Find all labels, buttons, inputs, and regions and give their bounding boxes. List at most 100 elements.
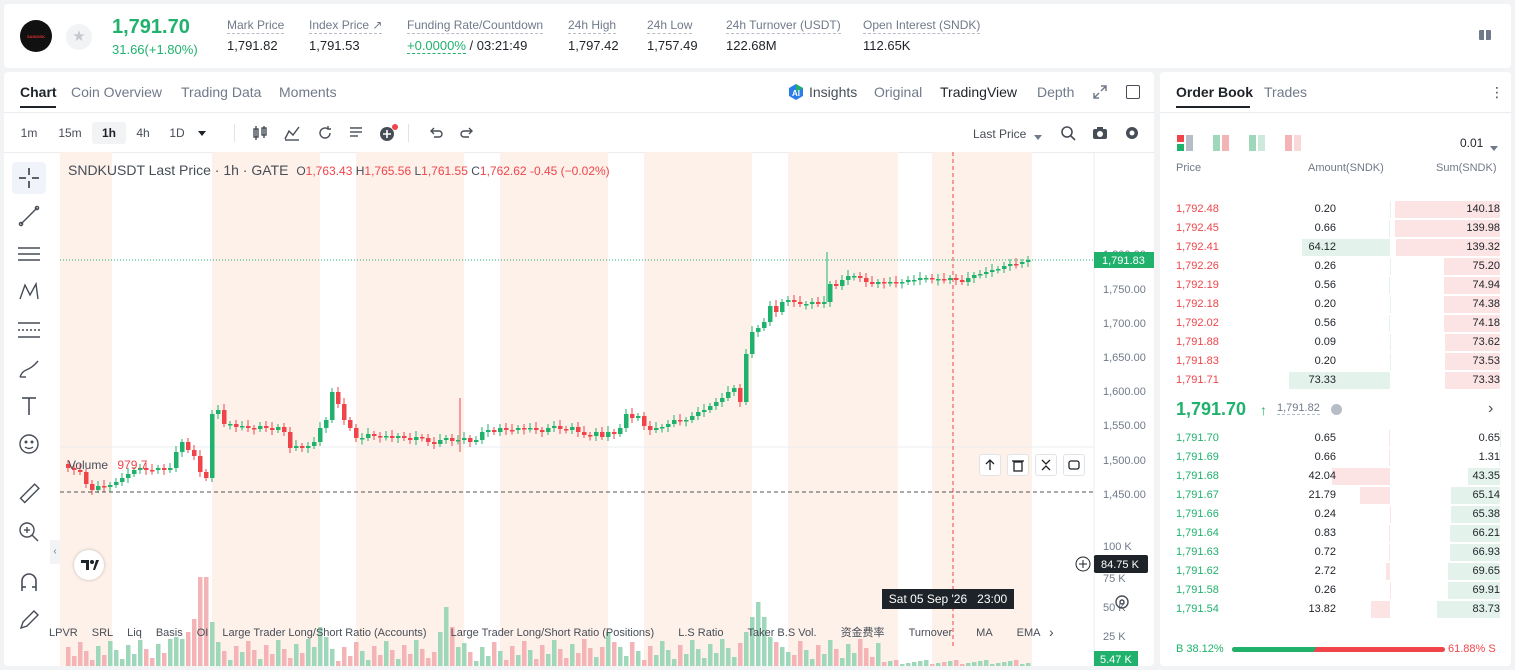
orderbook-row[interactable]: 1,791.63 0.72 66.93 (1160, 543, 1511, 562)
view-asks-icon[interactable] (1285, 135, 1301, 154)
indicator-shortcut[interactable]: Large Trader Long/Short Ratio (Accounts) (222, 627, 427, 639)
indicator-shortcut[interactable]: Taker B.S Vol. (747, 627, 817, 639)
reset-scale-icon[interactable] (1114, 594, 1130, 613)
book-icon[interactable] (1478, 28, 1492, 42)
favorite-star-icon[interactable]: ★ (66, 24, 92, 50)
add-indicator-icon[interactable] (379, 124, 399, 145)
templates-icon[interactable] (348, 125, 364, 144)
amount-depth-bar (1388, 525, 1390, 542)
magnet-icon[interactable] (12, 566, 46, 598)
chevron-down-icon[interactable] (1034, 130, 1042, 144)
orderbook-row[interactable]: 1,791.88 0.09 73.62 (1160, 333, 1511, 352)
tab-order-book[interactable]: Order Book (1176, 84, 1254, 100)
orderbook-row[interactable]: 1,791.83 0.20 73.53 (1160, 352, 1511, 371)
orderbook-row[interactable]: 1,791.64 0.83 66.21 (1160, 524, 1511, 543)
indicator-shortcut[interactable]: Turnover (908, 627, 953, 639)
orderbook-row[interactable]: 1,792.26 0.26 75.20 (1160, 257, 1511, 276)
indicator-shortcut[interactable]: MA (976, 627, 993, 639)
orderbook-row[interactable]: 1,792.45 0.66 139.98 (1160, 219, 1511, 238)
view-split-icon[interactable] (1213, 135, 1229, 154)
indicator-shortcut[interactable]: Large Trader Long/Short Ratio (Positions… (450, 627, 655, 639)
trend-line-icon[interactable] (12, 200, 46, 232)
settings-gear-icon[interactable] (1124, 125, 1140, 144)
orderbook-row[interactable]: 1,791.62 2.72 69.65 (1160, 562, 1511, 581)
view-depth[interactable]: Depth (1037, 84, 1075, 100)
candle (738, 388, 743, 402)
tab-trades[interactable]: Trades (1264, 84, 1308, 100)
chevron-right-icon[interactable]: › (1049, 624, 1054, 640)
emoji-icon[interactable] (12, 428, 46, 460)
chevron-down-icon[interactable] (1490, 141, 1498, 155)
pencil-icon[interactable] (12, 604, 46, 636)
orderbook-row[interactable]: 1,792.02 0.56 74.18 (1160, 314, 1511, 333)
candle-type-icon[interactable] (252, 125, 268, 144)
tab-trading-data[interactable]: Trading Data (181, 84, 262, 100)
volume-bar (138, 640, 143, 666)
indicator-shortcut[interactable]: Basis (155, 627, 183, 639)
undo-icon[interactable] (428, 125, 444, 144)
orderbook-row[interactable]: 1,791.58 0.26 69.91 (1160, 581, 1511, 600)
orderbook-row[interactable]: 1,791.54 13.82 83.73 (1160, 600, 1511, 619)
tab-moments[interactable]: Moments (279, 84, 337, 100)
precision-select[interactable]: 0.01 (1460, 136, 1484, 150)
crosshair-icon[interactable] (12, 162, 46, 194)
orderbook-row[interactable]: 1,791.71 73.33 73.33 (1160, 371, 1511, 390)
view-original[interactable]: Original (874, 84, 923, 100)
tab-coin-overview[interactable]: Coin Overview (71, 84, 163, 100)
timeframe-1h[interactable]: 1h (92, 122, 126, 144)
orderbook-row[interactable]: 1,791.66 0.24 65.38 (1160, 505, 1511, 524)
indicator-shortcut[interactable]: OI (196, 627, 209, 639)
price-chart[interactable]: 1,800.001,750.001,700.001,650.001,600.00… (60, 152, 1154, 666)
zoom-in-icon[interactable] (12, 516, 46, 548)
delete-pane-icon[interactable] (1007, 454, 1029, 476)
text-tool-icon[interactable] (12, 390, 46, 422)
price-source-select[interactable]: Last Price (973, 127, 1027, 141)
tradingview-logo-icon[interactable] (74, 550, 104, 580)
tab-chart[interactable]: Chart (20, 84, 57, 100)
replay-icon[interactable] (317, 125, 333, 144)
fib-icon[interactable] (12, 314, 46, 346)
collapse-toolbar-icon[interactable]: ‹ (50, 540, 60, 564)
collapse-pane-icon[interactable] (1035, 454, 1057, 476)
orderbook-row[interactable]: 1,791.69 0.66 1.31 (1160, 448, 1511, 467)
orderbook-row[interactable]: 1,791.70 0.65 0.65 (1160, 429, 1511, 448)
more-vertical-icon[interactable]: ⋮ (1490, 84, 1504, 100)
timeframe-4h[interactable]: 4h (136, 126, 150, 140)
pattern-icon[interactable] (12, 276, 46, 308)
window-icon[interactable] (1126, 85, 1140, 99)
orderbook-price: 1,791.67 (1176, 489, 1219, 501)
orderbook-row[interactable]: 1,792.18 0.20 74.38 (1160, 295, 1511, 314)
horizontal-lines-icon[interactable] (12, 238, 46, 270)
orderbook-row[interactable]: 1,792.19 0.56 74.94 (1160, 276, 1511, 295)
chevron-down-icon[interactable] (196, 127, 208, 139)
view-both-icon[interactable] (1177, 135, 1193, 154)
orderbook-row[interactable]: 1,792.48 0.20 140.18 (1160, 200, 1511, 219)
orderbook-row[interactable]: 1,791.67 21.79 65.14 (1160, 486, 1511, 505)
timeframe-1m[interactable]: 1m (20, 126, 38, 140)
redo-icon[interactable] (459, 125, 475, 144)
timeframe-15m[interactable]: 15m (58, 126, 82, 140)
indicator-shortcut[interactable]: SRL (91, 627, 114, 639)
indicator-shortcut[interactable]: Liq (127, 627, 142, 639)
volume-bar (642, 660, 647, 666)
indicator-shortcut[interactable]: LPVR (49, 627, 78, 639)
chevron-right-icon[interactable]: › (1488, 400, 1494, 417)
brush-icon[interactable] (12, 352, 46, 384)
indicator-shortcut[interactable]: EMA (1016, 627, 1041, 639)
search-icon[interactable] (1060, 125, 1076, 144)
move-pane-up-icon[interactable] (979, 454, 1001, 476)
orderbook-row[interactable]: 1,791.68 42.04 43.35 (1160, 467, 1511, 486)
indicator-shortcut[interactable]: L.S Ratio (678, 627, 724, 639)
orderbook-row[interactable]: 1,792.41 64.12 139.32 (1160, 238, 1511, 257)
view-tradingview[interactable]: TradingView (940, 84, 1018, 100)
ruler-icon[interactable] (12, 478, 46, 510)
stat-index-price[interactable]: Index Price ↗ 1,791.53 (309, 18, 383, 53)
timeframe-1d[interactable]: 1D (169, 126, 185, 140)
indicators-icon[interactable] (284, 125, 300, 144)
indicator-shortcut[interactable]: 资金费率 (840, 627, 885, 639)
maximize-pane-icon[interactable] (1063, 454, 1085, 476)
insights-button[interactable]: Insights (809, 84, 858, 100)
view-bids-icon[interactable] (1249, 135, 1265, 154)
expand-icon[interactable] (1093, 85, 1107, 99)
camera-icon[interactable] (1092, 125, 1108, 144)
